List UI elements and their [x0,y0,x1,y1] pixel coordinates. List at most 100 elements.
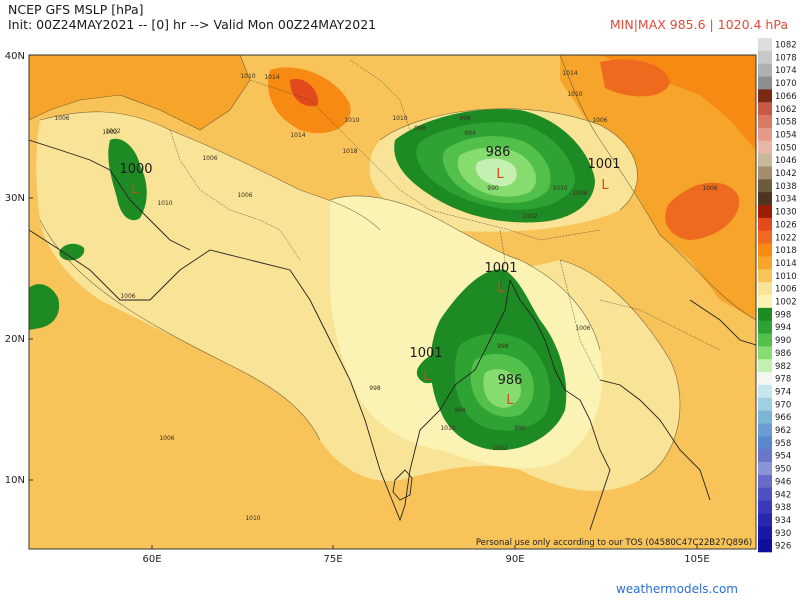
contour-label: 1006 [54,115,69,122]
legend-label: 1034 [775,195,797,205]
contour-label: 998 [369,385,381,392]
legend-swatch [758,115,772,129]
legend-label: 934 [775,516,791,526]
contour-label: 994 [464,130,476,137]
label-bay-low-1001-west: 1001 [409,346,442,361]
contour-label: 1010 [552,185,567,192]
contour-label: 990 [514,425,526,432]
contour-label: 1010 [392,115,407,122]
legend-swatch [758,192,772,206]
legend-label: 1010 [775,272,797,282]
contour-label: 1006 [202,155,217,162]
legend-swatch [758,217,772,232]
legend-swatch [758,462,772,476]
contour-label: 994 [454,407,466,414]
contour-label: 1014 [290,132,305,139]
contour-label: 1010 [440,425,455,432]
legend-swatch [758,127,772,142]
legend-label: 966 [775,413,791,423]
legend-swatch [758,423,772,437]
legend-label: 1058 [775,118,797,128]
low-symbol-west: L [131,182,139,197]
contour-labels: 1010 1006 1002 1014 1010 1006 1010 1014 1018 1006… [54,70,717,522]
legend-label: 962 [775,426,791,436]
contour-label: 998 [459,115,471,122]
legend-swatch [758,63,772,77]
legend-swatch [758,500,772,514]
contour-label: 1006 [572,190,587,197]
low-tibet-986 [475,158,517,187]
legend-label: 974 [775,387,791,397]
legend-swatch [758,410,772,424]
low-symbol-bay: L [506,393,514,408]
legend-swatch [758,397,772,411]
legend-label: 942 [775,490,791,500]
low-west-1000 [108,138,147,221]
low-arabian-coast [29,284,60,330]
isobar-lines [29,55,756,481]
contour-label: 1006 [702,185,717,192]
legend-label: 1042 [775,169,797,179]
lon-label-90e: 90E [505,554,524,565]
low-symbol-west-bay: L [423,369,431,384]
legend-swatch [758,320,772,334]
legend-label: 982 [775,362,791,372]
contour-label: 1018 [342,148,357,155]
low-symbol-northeast: L [601,178,609,193]
legend-label: 970 [775,400,791,410]
legend-swatch [758,50,772,64]
label-bay-low-986: 986 [498,373,523,388]
contour-label: 1006 [592,117,607,124]
legend-swatch [758,449,772,463]
contour-label: 1014 [562,70,577,77]
high-pressure-cell-china [665,182,740,240]
legend-label: 1070 [775,79,797,89]
high-pressure-region-northeast [600,55,756,150]
contour-label: 1002 [102,129,117,136]
legend-swatch [758,526,772,540]
legend-swatch [758,436,772,450]
coastlines [29,139,756,531]
lat-label-30n: 30N [5,193,25,204]
legend-label: 994 [775,323,791,333]
lon-label-75e: 75E [323,554,342,565]
legend-label: 990 [775,336,791,346]
legend-swatch [758,346,772,360]
legend-label: 954 [775,452,791,462]
legend-swatch [758,243,772,257]
contour-label: 1006 [120,293,135,300]
lat-label-40n: 40N [5,51,25,62]
low-symbol-north: L [496,167,504,182]
legend-label: 1078 [775,53,797,63]
depression-lobe-west [416,354,449,384]
legend-label: 1030 [775,208,797,218]
legend-swatch [758,295,772,309]
contour-label: 1010 [245,515,260,522]
contour-label: 1010 [240,73,255,80]
contour-label: 998 [497,343,509,350]
contour-label: 1006 [575,325,590,332]
contour-label: 990 [487,185,499,192]
legend-swatch [758,179,772,193]
legend-label: 1002 [775,298,797,308]
legend-swatch [758,282,772,296]
contour-label: 1010 [157,200,172,207]
site-link[interactable]: weathermodels.com [615,582,738,596]
legend-label: 986 [775,349,791,359]
contour-label: 1002 [492,445,507,452]
depression-bay-986 [483,369,522,408]
legend-label: 938 [775,503,791,513]
label-bay-low-1001-north: 1001 [484,261,517,276]
legend-swatch [758,205,772,219]
legend-swatch [758,474,772,489]
legend-label: 1018 [775,246,797,256]
legend-label: 1006 [775,285,797,295]
legend-swatch [758,102,772,116]
legend-label: 1038 [775,182,797,192]
legend-swatch [758,269,772,283]
legend-label: 1074 [775,66,797,76]
legend-swatch [758,539,772,553]
legend-swatch [758,230,772,244]
legend-swatch [758,76,772,90]
